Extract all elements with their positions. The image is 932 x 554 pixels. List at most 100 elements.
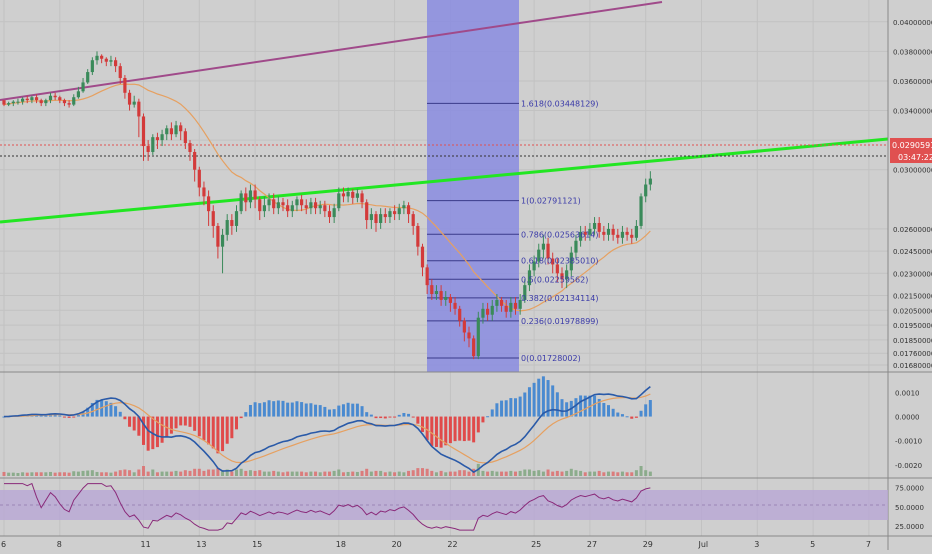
volume-bar xyxy=(588,471,592,476)
macd-hist-bar xyxy=(579,395,583,417)
candle-body xyxy=(444,296,448,300)
volume-bar xyxy=(434,472,438,476)
volume-bar xyxy=(30,472,34,476)
macd-hist-bar xyxy=(267,400,271,417)
volume-bar xyxy=(523,469,527,476)
date-tick-label: 8 xyxy=(57,540,62,549)
support-trendline[interactable] xyxy=(0,137,889,224)
current-price-badge xyxy=(890,138,932,151)
volume-bar xyxy=(7,472,11,476)
candle-body xyxy=(458,308,462,321)
candle-body xyxy=(81,82,85,92)
volume-bar xyxy=(230,471,234,476)
volume-bar xyxy=(81,470,85,476)
volume-bar xyxy=(374,470,378,476)
macd-hist-bar xyxy=(258,403,262,417)
volume-bar xyxy=(202,470,206,476)
volume-bar xyxy=(634,470,638,476)
fib-retracement-zone[interactable] xyxy=(427,0,519,372)
macd-hist-bar xyxy=(565,402,569,417)
volume-bar xyxy=(481,470,485,476)
upper-channel-line[interactable] xyxy=(0,1,663,101)
volume-bar xyxy=(397,471,401,476)
candle-body xyxy=(39,100,43,104)
date-tick-label: 13 xyxy=(196,540,206,549)
candle-body xyxy=(379,214,383,223)
macd-hist-bar xyxy=(221,416,225,452)
macd-axis: 0.0010 0.0000 -0.0010 -0.0020 xyxy=(895,389,922,469)
macd-hist-bar xyxy=(207,416,211,445)
candle-body xyxy=(188,143,192,152)
volume-bars xyxy=(2,463,652,476)
volume-bar xyxy=(416,468,420,476)
fib-level-label: 0(0.01728002) xyxy=(521,354,581,363)
volume-bar xyxy=(276,471,280,476)
volume-bar xyxy=(379,470,383,476)
macd-hist-bar xyxy=(625,416,629,418)
price-tick-label: 0.03400000 xyxy=(893,108,932,116)
candle-body xyxy=(248,190,253,203)
volume-bar xyxy=(239,468,243,476)
candle-body xyxy=(21,98,25,102)
macd-hist-bar xyxy=(448,416,452,444)
candle-body xyxy=(560,273,564,280)
rsi-tick-label: 25.0000 xyxy=(895,523,924,531)
volume-bar xyxy=(211,469,215,476)
volume-bar xyxy=(118,470,122,476)
date-tick-label: 6 xyxy=(1,540,6,549)
macd-hist-bar xyxy=(453,416,457,442)
macd-hist-bar xyxy=(197,416,201,437)
candle-body xyxy=(25,98,29,101)
macd-hist-bar xyxy=(90,403,94,417)
macd-hist-bar xyxy=(142,416,145,445)
price-tick-label: 0.03000000 xyxy=(893,167,932,175)
volume-bar xyxy=(393,472,397,476)
candle-body xyxy=(95,55,99,61)
volume-bar xyxy=(281,472,285,476)
candle-body xyxy=(76,91,80,98)
volume-bar xyxy=(286,471,290,476)
volume-bar xyxy=(128,470,132,476)
volume-bar xyxy=(290,471,294,476)
volume-bar xyxy=(453,471,457,476)
volume-bar xyxy=(551,471,555,476)
candle-body xyxy=(583,231,587,235)
macd-hist-bar xyxy=(509,398,513,417)
volume-bar xyxy=(58,472,62,476)
macd-hist-bar xyxy=(95,399,99,417)
candle-body xyxy=(472,338,476,357)
macd-hist-bar xyxy=(216,416,220,454)
candle-body xyxy=(183,131,187,144)
candle-body xyxy=(48,95,53,101)
candle-body xyxy=(630,234,634,238)
macd-hist-bar xyxy=(304,403,308,417)
fib-level-label: 0.618(0.02385010) xyxy=(521,257,599,266)
volume-bar xyxy=(137,469,141,476)
volume-bar xyxy=(309,471,313,476)
candle-body xyxy=(597,222,601,232)
macd-hist-bar xyxy=(281,400,285,417)
volume-bar xyxy=(351,471,355,476)
candle-body xyxy=(16,101,20,103)
candle-body xyxy=(90,60,94,73)
macd-hist-bar xyxy=(421,416,424,433)
volume-bar xyxy=(221,470,225,476)
candle-body xyxy=(518,299,522,309)
volume-bar xyxy=(151,469,155,476)
macd-tick-label: -0.0010 xyxy=(895,438,922,446)
macd-hist-bar xyxy=(272,401,276,417)
volume-bar xyxy=(248,470,252,476)
volume-bar xyxy=(555,470,559,476)
candle-body xyxy=(169,128,173,135)
macd-hist-bar xyxy=(407,413,411,417)
candle-body xyxy=(355,193,359,198)
candle-body xyxy=(434,291,439,295)
date-tick-label: 11 xyxy=(141,540,151,549)
macd-hist-bar xyxy=(546,380,550,417)
fib-level-label: 0.786(0.02563614) xyxy=(521,230,599,239)
macd-hist-bar xyxy=(500,400,504,417)
candle-body xyxy=(374,214,378,223)
date-axis[interactable]: 6 8 11 13 15 18 20 22 25 27 29 Jul 3 5 7 xyxy=(1,540,871,549)
